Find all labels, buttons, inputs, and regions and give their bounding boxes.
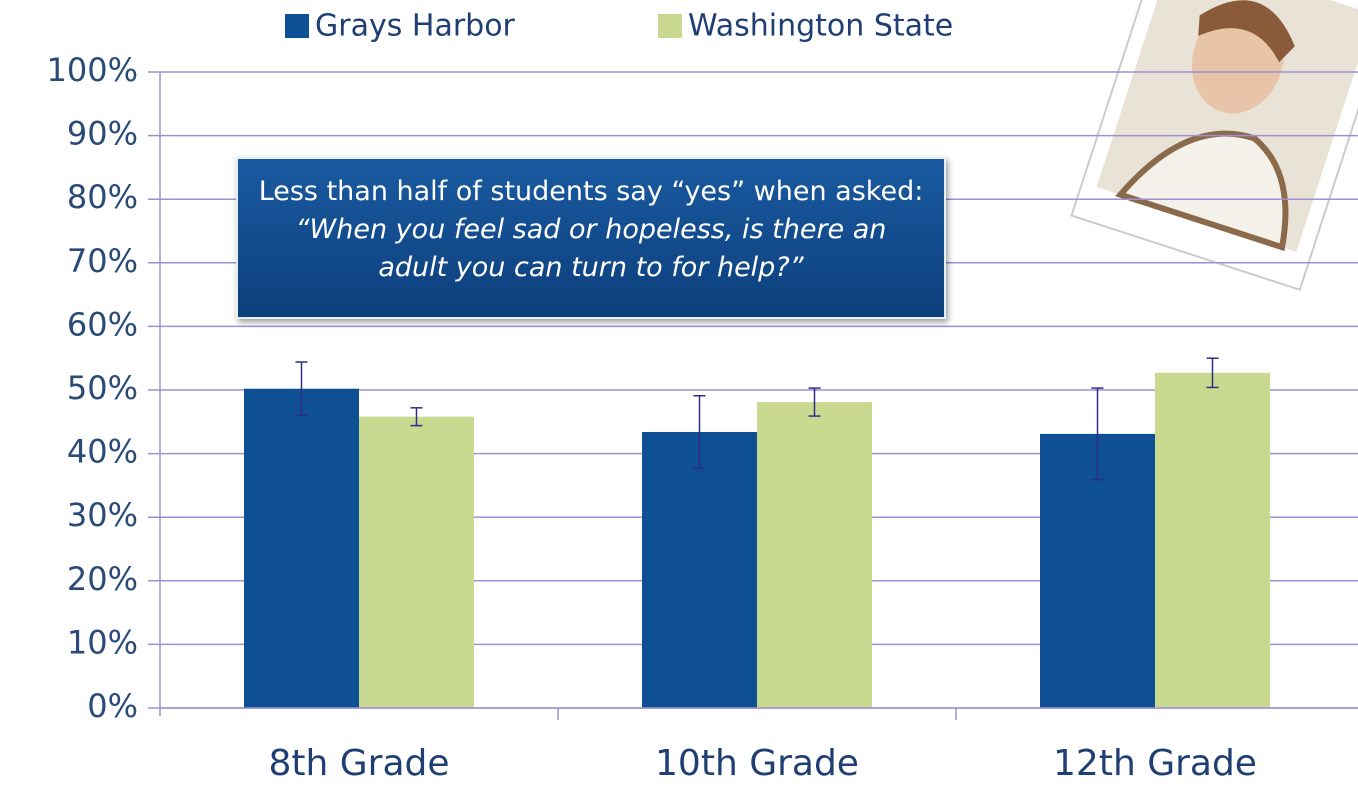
y-tick-label: 30% xyxy=(67,496,138,534)
page: 0% 10% 20% 30% 40% 50% 60% 70% 80% 90% 100% Grays H… xyxy=(0,0,1358,788)
bar xyxy=(359,417,474,708)
bar xyxy=(757,402,872,708)
chart: 0% 10% 20% 30% 40% 50% 60% 70% 80% 90% 100% Grays H… xyxy=(0,0,1358,788)
y-tick-label: 10% xyxy=(67,623,138,661)
y-tick-label: 60% xyxy=(67,305,138,343)
y-tick-label: 90% xyxy=(67,115,138,153)
bar xyxy=(244,389,359,708)
x-tick-label: 12th Grade xyxy=(1053,743,1257,784)
legend-label: Washington State xyxy=(688,9,953,44)
legend-swatch xyxy=(658,14,682,38)
x-tick-label: 8th Grade xyxy=(268,743,449,784)
y-tick-label: 70% xyxy=(67,242,138,280)
bar xyxy=(642,432,757,708)
legend-label: Grays Harbor xyxy=(315,9,516,44)
y-tick-label: 0% xyxy=(87,687,138,725)
bar xyxy=(1155,373,1270,708)
y-tick-label: 40% xyxy=(67,433,138,471)
y-tick-label: 50% xyxy=(67,369,138,407)
y-tick-label: 80% xyxy=(67,178,138,216)
y-tick-label: 20% xyxy=(67,560,138,598)
legend-swatch xyxy=(285,14,309,38)
annotation: Less than half of students say “yes” whe… xyxy=(259,176,924,207)
annotation-quote: “When you feel sad or hopeless, is there… xyxy=(296,214,887,283)
photo xyxy=(1072,0,1358,290)
y-tick-label: 100% xyxy=(47,51,138,89)
x-tick-label: 10th Grade xyxy=(655,743,859,784)
annotation-box: Less than half of students say “yes” whe… xyxy=(236,157,946,319)
